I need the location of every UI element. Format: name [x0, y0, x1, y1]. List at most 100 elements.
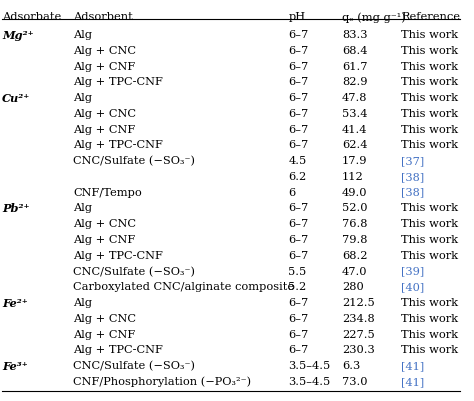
Text: 234.8: 234.8	[342, 314, 374, 324]
Text: This work: This work	[401, 298, 458, 308]
Text: 6–7: 6–7	[288, 125, 309, 135]
Text: This work: This work	[401, 219, 458, 229]
Text: Alg + CNF: Alg + CNF	[73, 330, 135, 340]
Text: This work: This work	[401, 203, 458, 213]
Text: Pb²⁺: Pb²⁺	[2, 203, 29, 215]
Text: 49.0: 49.0	[342, 188, 367, 198]
Text: Alg + TPC-CNF: Alg + TPC-CNF	[73, 140, 163, 150]
Text: 47.0: 47.0	[342, 267, 367, 277]
Text: Alg + TPC-CNF: Alg + TPC-CNF	[73, 77, 163, 87]
Text: 82.9: 82.9	[342, 77, 367, 87]
Text: Alg + TPC-CNF: Alg + TPC-CNF	[73, 345, 163, 355]
Text: 6–7: 6–7	[288, 62, 309, 72]
Text: Alg + CNC: Alg + CNC	[73, 314, 136, 324]
Text: Adsorbent: Adsorbent	[73, 12, 133, 22]
Text: 3.5–4.5: 3.5–4.5	[288, 377, 330, 387]
Text: This work: This work	[401, 93, 458, 103]
Text: [37]: [37]	[401, 156, 425, 166]
Text: This work: This work	[401, 140, 458, 150]
Text: This work: This work	[401, 314, 458, 324]
Text: Cu²⁺: Cu²⁺	[2, 93, 30, 104]
Text: This work: This work	[401, 46, 458, 56]
Text: Alg + CNF: Alg + CNF	[73, 125, 135, 135]
Text: 230.3: 230.3	[342, 345, 374, 355]
Text: Fe²⁺: Fe²⁺	[2, 298, 28, 309]
Text: 6–7: 6–7	[288, 30, 309, 40]
Text: This work: This work	[401, 235, 458, 245]
Text: 6–7: 6–7	[288, 77, 309, 87]
Text: This work: This work	[401, 125, 458, 135]
Text: 3.5–4.5: 3.5–4.5	[288, 361, 330, 371]
Text: 6–7: 6–7	[288, 330, 309, 340]
Text: 6–7: 6–7	[288, 46, 309, 56]
Text: [41]: [41]	[401, 361, 425, 371]
Text: [39]: [39]	[401, 267, 425, 277]
Text: 79.8: 79.8	[342, 235, 367, 245]
Text: CNF/Tempo: CNF/Tempo	[73, 188, 142, 198]
Text: Alg + CNF: Alg + CNF	[73, 235, 135, 245]
Text: Alg + CNF: Alg + CNF	[73, 62, 135, 72]
Text: 76.8: 76.8	[342, 219, 367, 229]
Text: 112: 112	[342, 172, 364, 182]
Text: This work: This work	[401, 345, 458, 355]
Text: 68.2: 68.2	[342, 251, 367, 261]
Text: This work: This work	[401, 77, 458, 87]
Text: 6–7: 6–7	[288, 140, 309, 150]
Text: This work: This work	[401, 330, 458, 340]
Text: 83.3: 83.3	[342, 30, 367, 40]
Text: 62.4: 62.4	[342, 140, 367, 150]
Text: 47.8: 47.8	[342, 93, 367, 103]
Text: 5.2: 5.2	[288, 282, 307, 292]
Text: 6–7: 6–7	[288, 109, 309, 119]
Text: Alg + CNC: Alg + CNC	[73, 46, 136, 56]
Text: 52.0: 52.0	[342, 203, 367, 213]
Text: This work: This work	[401, 109, 458, 119]
Text: [41]: [41]	[401, 377, 425, 387]
Text: Alg + TPC-CNF: Alg + TPC-CNF	[73, 251, 163, 261]
Text: 6–7: 6–7	[288, 345, 309, 355]
Text: 6–7: 6–7	[288, 235, 309, 245]
Text: 6.3: 6.3	[342, 361, 360, 371]
Text: Alg: Alg	[73, 298, 92, 308]
Text: 4.5: 4.5	[288, 156, 307, 166]
Text: qₑ (mg g⁻¹): qₑ (mg g⁻¹)	[342, 12, 406, 22]
Text: Adsorbate: Adsorbate	[2, 12, 61, 22]
Text: CNF/Phosphorylation (−PO₃²⁻): CNF/Phosphorylation (−PO₃²⁻)	[73, 377, 251, 387]
Text: 17.9: 17.9	[342, 156, 367, 166]
Text: CNC/Sulfate (−SO₃⁻): CNC/Sulfate (−SO₃⁻)	[73, 267, 195, 277]
Text: Alg + CNC: Alg + CNC	[73, 219, 136, 229]
Text: 53.4: 53.4	[342, 109, 367, 119]
Text: 227.5: 227.5	[342, 330, 374, 340]
Text: 6–7: 6–7	[288, 219, 309, 229]
Text: 61.7: 61.7	[342, 62, 367, 72]
Text: 6–7: 6–7	[288, 203, 309, 213]
Text: This work: This work	[401, 30, 458, 40]
Text: Alg: Alg	[73, 93, 92, 103]
Text: 5.5: 5.5	[288, 267, 307, 277]
Text: [40]: [40]	[401, 282, 425, 292]
Text: 280: 280	[342, 282, 364, 292]
Text: CNC/Sulfate (−SO₃⁻): CNC/Sulfate (−SO₃⁻)	[73, 361, 195, 371]
Text: 6–7: 6–7	[288, 314, 309, 324]
Text: 68.4: 68.4	[342, 46, 367, 56]
Text: Alg: Alg	[73, 30, 92, 40]
Text: Carboxylated CNC/alginate composite: Carboxylated CNC/alginate composite	[73, 282, 294, 292]
Text: 6–7: 6–7	[288, 298, 309, 308]
Text: 6.2: 6.2	[288, 172, 307, 182]
Text: 212.5: 212.5	[342, 298, 374, 308]
Text: 6: 6	[288, 188, 295, 198]
Text: 6–7: 6–7	[288, 251, 309, 261]
Text: [38]: [38]	[401, 172, 425, 182]
Text: 6–7: 6–7	[288, 93, 309, 103]
Text: [38]: [38]	[401, 188, 425, 198]
Text: Fe³⁺: Fe³⁺	[2, 361, 28, 372]
Text: 73.0: 73.0	[342, 377, 367, 387]
Text: This work: This work	[401, 251, 458, 261]
Text: Mg²⁺: Mg²⁺	[2, 30, 34, 41]
Text: 41.4: 41.4	[342, 125, 367, 135]
Text: Alg: Alg	[73, 203, 92, 213]
Text: CNC/Sulfate (−SO₃⁻): CNC/Sulfate (−SO₃⁻)	[73, 156, 195, 166]
Text: Reference: Reference	[401, 12, 460, 22]
Text: Alg + CNC: Alg + CNC	[73, 109, 136, 119]
Text: This work: This work	[401, 62, 458, 72]
